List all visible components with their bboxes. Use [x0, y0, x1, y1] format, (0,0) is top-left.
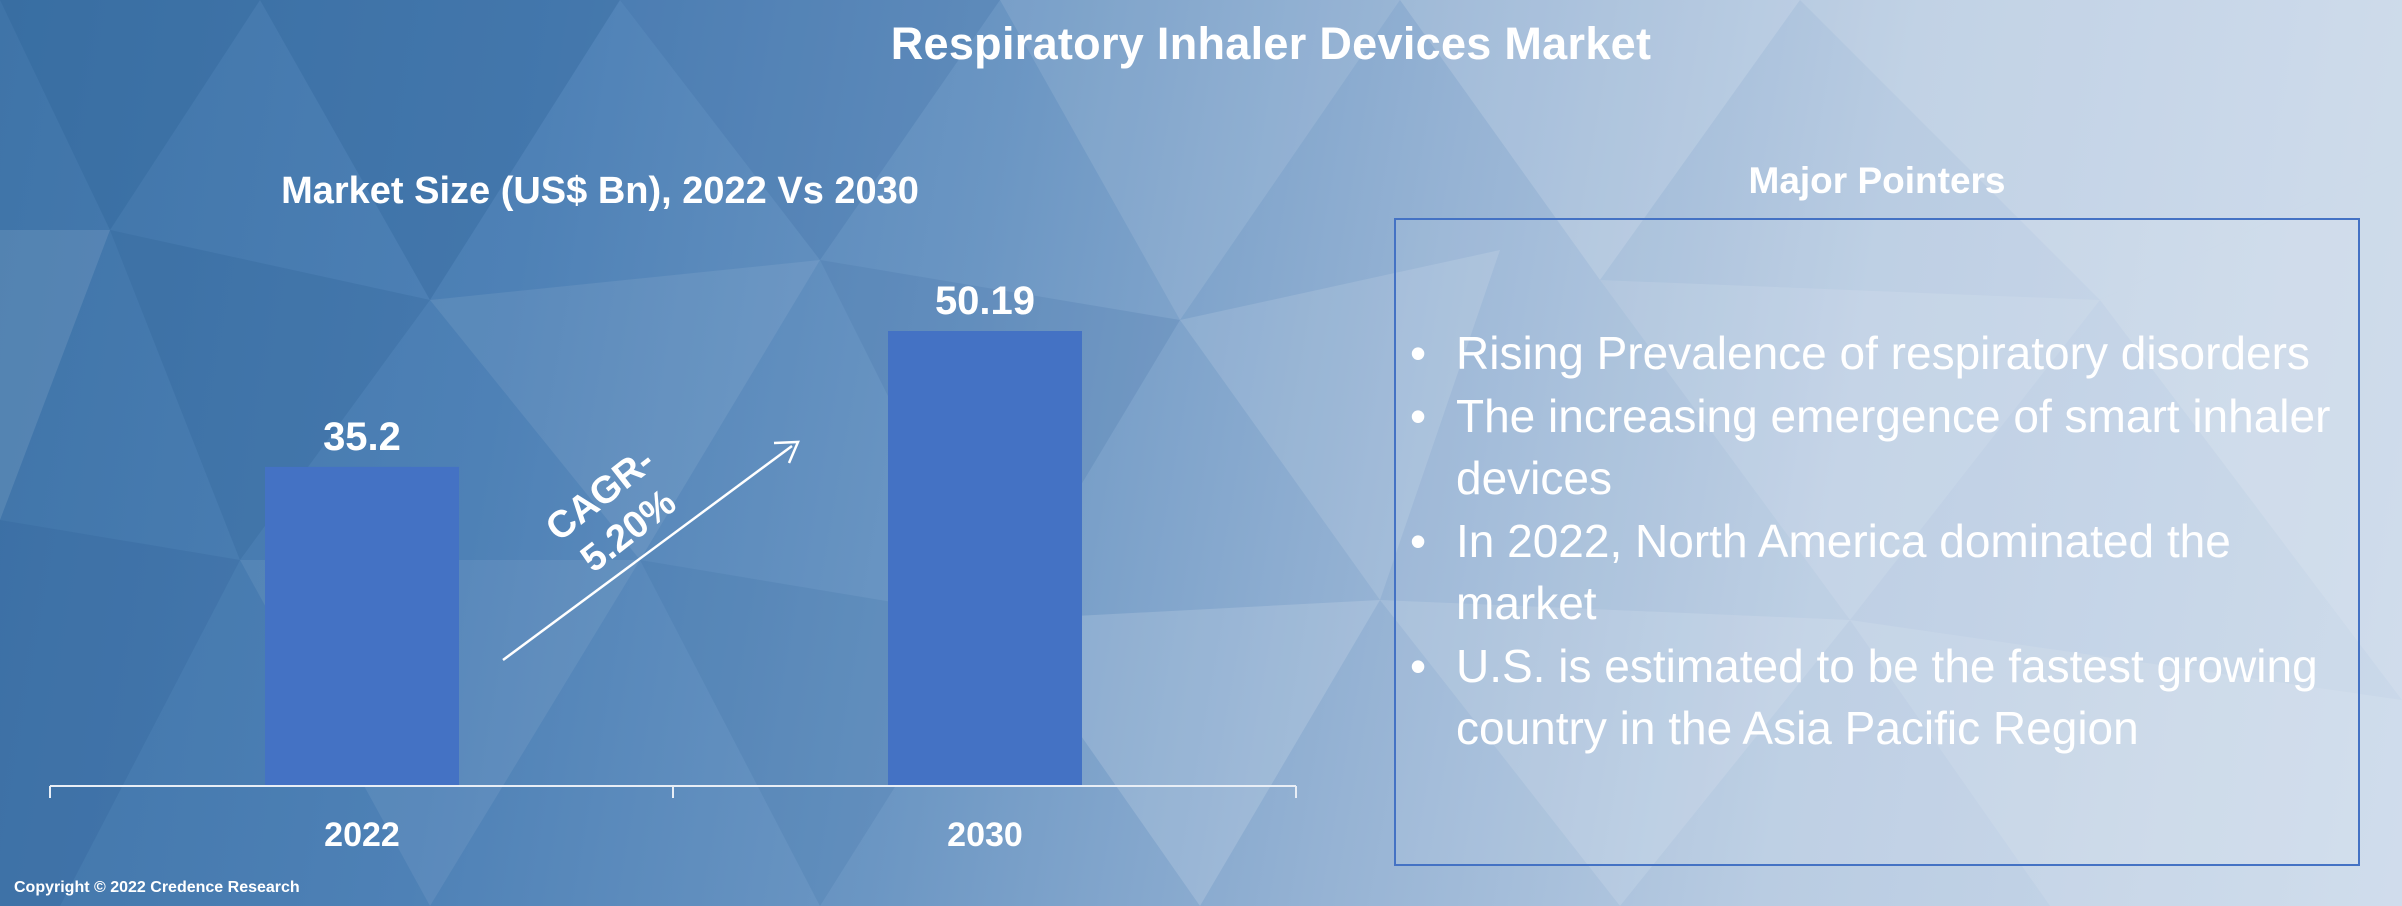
data-label-2030: 50.19 [935, 279, 1035, 323]
pointer-item: • Rising Prevalence of respiratory disord… [1406, 322, 2352, 385]
pointer-text: In 2022, North America dominated the mar… [1456, 514, 2231, 630]
x-tick-label-2030: 2030 [947, 816, 1023, 854]
pointer-item: • In 2022, North America dominated the ma… [1406, 510, 2352, 635]
major-pointers-box [1394, 218, 2360, 866]
bar-2022 [265, 466, 459, 786]
pointer-text: The increasing emergence of smart inhale… [1456, 389, 2331, 505]
page-title: Respiratory Inhaler Devices Market [890, 18, 1652, 69]
x-tick-label-2022: 2022 [324, 816, 400, 854]
pointer-text: Rising Prevalence of respiratory disorde… [1456, 327, 2310, 379]
bullet-icon: • [1410, 327, 1427, 379]
pointer-item: • U.S. is estimated to be the fastest gro… [1406, 635, 2352, 760]
cagr-annotation: CAGR- 5.20% [538, 440, 684, 581]
major-pointers-title: Major Pointers [1748, 160, 2006, 201]
data-label-2022: 35.2 [323, 415, 401, 459]
bullet-icon: • [1410, 514, 1427, 567]
pointer-text: U.S. is estimated to be the fastest grow… [1456, 639, 2318, 755]
cagr-arrow [502, 440, 800, 662]
chart-title: Market Size (US$ Bn), 2022 Vs 2030 [281, 170, 919, 212]
pointer-item: • The increasing emergence of smart inhal… [1406, 385, 2352, 510]
bar-2030 [888, 331, 1082, 786]
bullet-icon: • [1410, 639, 1427, 692]
major-pointers-list: • Rising Prevalence of respiratory disord… [1406, 322, 2352, 760]
copyright-text: Copyright © 2022 Credence Research [14, 879, 300, 896]
bullet-icon: • [1410, 389, 1427, 442]
